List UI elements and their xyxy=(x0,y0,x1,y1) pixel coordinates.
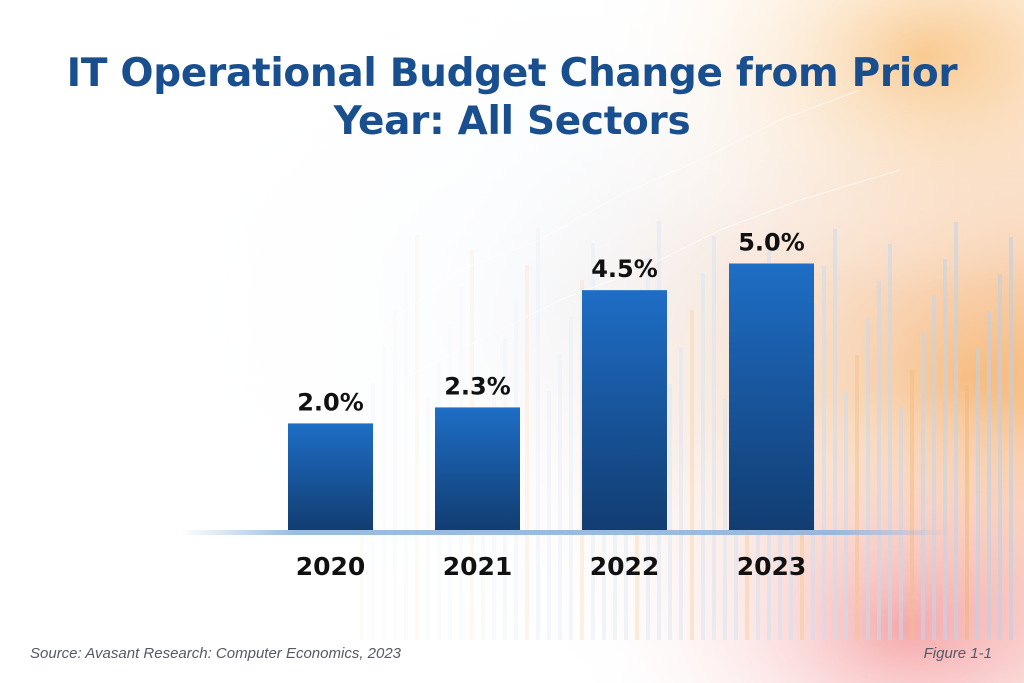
data-label-2020: 2.0% xyxy=(297,388,364,416)
x-tick-label-2022: 2022 xyxy=(590,552,660,581)
chart-title: IT Operational Budget Change from Prior … xyxy=(66,51,958,144)
figure-label: Figure 1-1 xyxy=(923,645,992,662)
bar-2020 xyxy=(288,423,373,530)
bar-2022 xyxy=(582,290,667,530)
x-tick-label-2023: 2023 xyxy=(737,552,807,581)
x-tick-label-2021: 2021 xyxy=(443,552,513,581)
source-note: Source: Avasant Research: Computer Econo… xyxy=(30,645,402,662)
data-label-2023: 5.0% xyxy=(738,229,805,257)
bar-2021 xyxy=(435,407,520,530)
data-label-2022: 4.5% xyxy=(591,255,658,283)
data-label-2021: 2.3% xyxy=(444,372,511,400)
x-tick-label-2020: 2020 xyxy=(296,552,366,581)
bar-2023 xyxy=(729,263,814,530)
chart-baseline xyxy=(180,530,950,535)
